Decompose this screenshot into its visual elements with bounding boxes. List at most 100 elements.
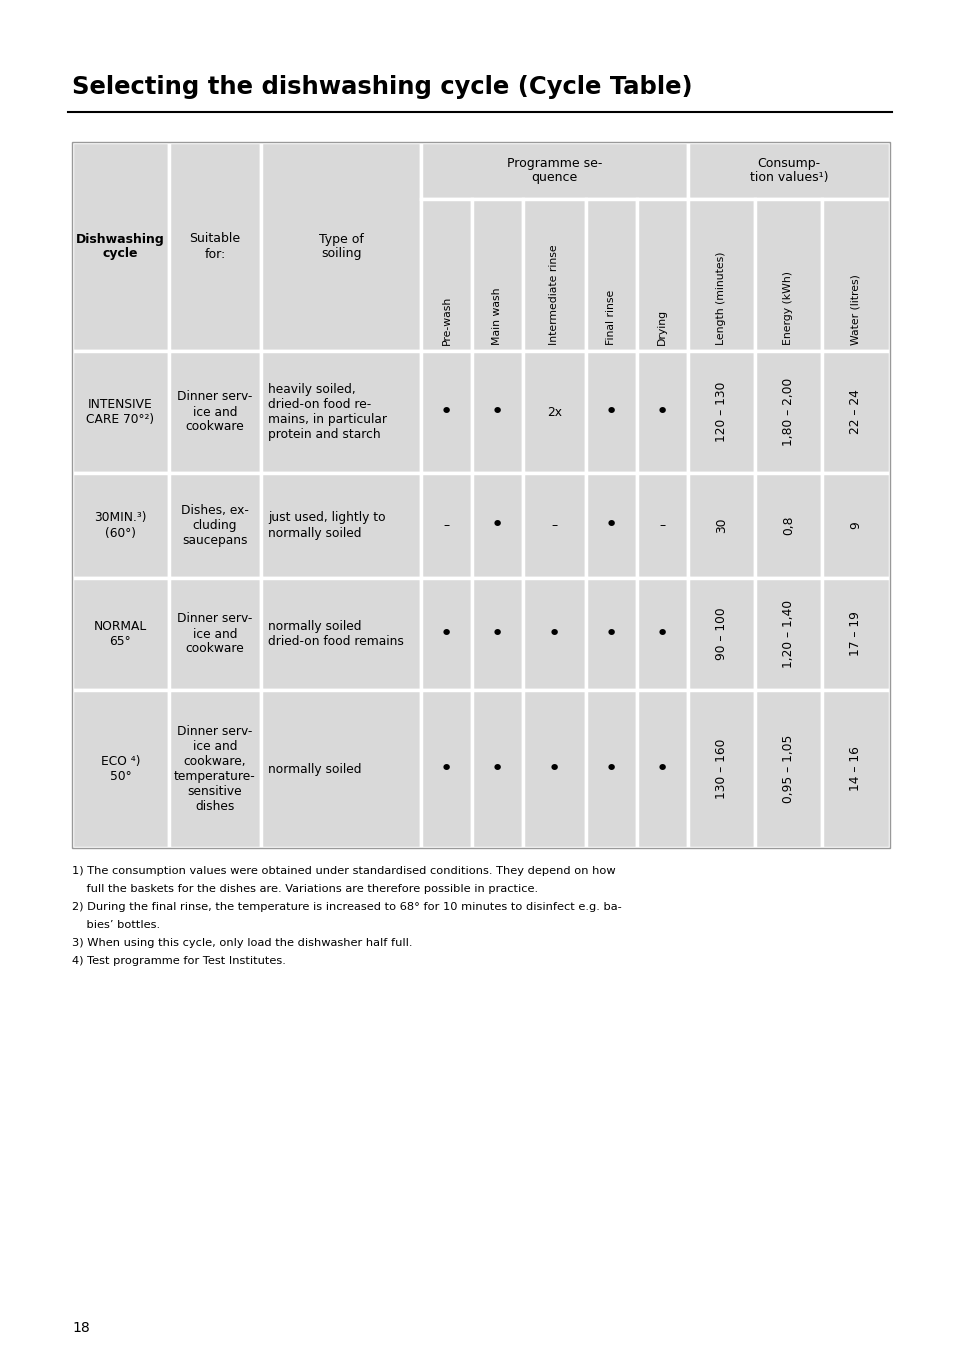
Text: •: • xyxy=(490,758,503,779)
Bar xyxy=(169,579,261,690)
Text: Programme se-
quence: Programme se- quence xyxy=(506,157,601,184)
Bar xyxy=(472,199,522,352)
Text: Selecting the dishwashing cycle (Cycle Table): Selecting the dishwashing cycle (Cycle T… xyxy=(71,74,692,99)
Bar xyxy=(420,352,472,473)
Text: •: • xyxy=(439,402,453,422)
Bar xyxy=(71,352,169,473)
Text: •: • xyxy=(655,402,668,422)
Text: Intermediate rinse: Intermediate rinse xyxy=(549,245,558,345)
Text: •: • xyxy=(439,758,453,779)
Text: •: • xyxy=(604,625,618,644)
Bar xyxy=(169,352,261,473)
Bar xyxy=(821,199,889,352)
Text: •: • xyxy=(604,402,618,422)
Text: •: • xyxy=(604,758,618,779)
Bar xyxy=(821,352,889,473)
Bar xyxy=(636,690,687,848)
Text: heavily soiled,
dried-on food re-
mains, in particular
protein and starch: heavily soiled, dried-on food re- mains,… xyxy=(268,383,387,441)
Bar xyxy=(420,473,472,579)
Bar xyxy=(71,579,169,690)
Bar xyxy=(522,199,585,352)
Text: INTENSIVE
CARE 70°²): INTENSIVE CARE 70°²) xyxy=(86,397,154,426)
Bar xyxy=(687,690,754,848)
Text: •: • xyxy=(547,625,560,644)
Text: •: • xyxy=(490,515,503,535)
Bar xyxy=(821,579,889,690)
Bar xyxy=(169,473,261,579)
Bar xyxy=(821,473,889,579)
Text: Main wash: Main wash xyxy=(492,288,502,345)
Text: 0,95 – 1,05: 0,95 – 1,05 xyxy=(781,735,794,803)
Bar xyxy=(585,579,636,690)
Bar xyxy=(71,690,169,848)
Bar xyxy=(261,352,420,473)
Bar xyxy=(754,579,821,690)
Text: 1,80 – 2,00: 1,80 – 2,00 xyxy=(781,377,794,446)
Bar xyxy=(261,142,420,352)
Bar xyxy=(261,579,420,690)
Bar xyxy=(821,690,889,848)
Bar xyxy=(585,352,636,473)
Bar xyxy=(754,473,821,579)
Bar xyxy=(687,199,754,352)
Text: 90 – 100: 90 – 100 xyxy=(714,607,727,660)
Text: Water (litres): Water (litres) xyxy=(850,274,860,345)
Bar xyxy=(71,142,889,848)
Bar xyxy=(71,473,169,579)
Bar xyxy=(522,352,585,473)
Text: –: – xyxy=(551,519,557,531)
Text: Final rinse: Final rinse xyxy=(606,289,616,345)
Text: –: – xyxy=(443,519,449,531)
Bar xyxy=(169,690,261,848)
Bar xyxy=(754,690,821,848)
Text: 14 – 16: 14 – 16 xyxy=(848,746,862,791)
Bar xyxy=(636,199,687,352)
Bar xyxy=(585,690,636,848)
Bar xyxy=(522,579,585,690)
Text: 18: 18 xyxy=(71,1321,90,1334)
Bar xyxy=(261,690,420,848)
Text: 30: 30 xyxy=(714,518,727,533)
Text: 9: 9 xyxy=(848,522,862,530)
Text: Consump-
tion values¹): Consump- tion values¹) xyxy=(749,157,827,184)
Bar xyxy=(585,199,636,352)
Bar xyxy=(472,352,522,473)
Bar xyxy=(472,579,522,690)
Text: NORMAL
65°: NORMAL 65° xyxy=(93,621,147,648)
Text: full the baskets for the dishes are. Variations are therefore possible in practi: full the baskets for the dishes are. Var… xyxy=(71,884,537,894)
Bar xyxy=(687,142,889,199)
Bar xyxy=(754,352,821,473)
Bar xyxy=(687,579,754,690)
Text: 1) The consumption values were obtained under standardised conditions. They depe: 1) The consumption values were obtained … xyxy=(71,867,615,876)
Text: Energy (kWh): Energy (kWh) xyxy=(782,270,793,345)
Text: 17 – 19: 17 – 19 xyxy=(848,611,862,657)
Text: 130 – 160: 130 – 160 xyxy=(714,738,727,799)
Text: •: • xyxy=(655,625,668,644)
Bar xyxy=(687,473,754,579)
Bar xyxy=(636,473,687,579)
Text: 0,8: 0,8 xyxy=(781,515,794,535)
Text: Suitable
for:: Suitable for: xyxy=(190,233,240,261)
Bar xyxy=(585,473,636,579)
Bar xyxy=(420,199,472,352)
Bar xyxy=(71,142,169,352)
Bar xyxy=(169,142,261,352)
Bar xyxy=(472,690,522,848)
Bar xyxy=(636,352,687,473)
Bar xyxy=(687,352,754,473)
Bar xyxy=(420,690,472,848)
Text: Dinner serv-
ice and
cookware: Dinner serv- ice and cookware xyxy=(177,391,253,434)
Bar xyxy=(261,473,420,579)
Text: bies’ bottles.: bies’ bottles. xyxy=(71,919,160,930)
Text: •: • xyxy=(490,402,503,422)
Text: Type of
soiling: Type of soiling xyxy=(318,233,363,261)
Bar xyxy=(420,579,472,690)
Text: normally soiled
dried-on food remains: normally soiled dried-on food remains xyxy=(268,621,404,648)
Text: •: • xyxy=(604,515,618,535)
Text: •: • xyxy=(655,758,668,779)
Text: 3) When using this cycle, only load the dishwasher half full.: 3) When using this cycle, only load the … xyxy=(71,938,412,948)
Text: Pre-wash: Pre-wash xyxy=(441,296,451,345)
Text: 30MIN.³)
(60°): 30MIN.³) (60°) xyxy=(94,511,147,539)
Text: 4) Test programme for Test Institutes.: 4) Test programme for Test Institutes. xyxy=(71,956,286,965)
Text: –: – xyxy=(659,519,664,531)
